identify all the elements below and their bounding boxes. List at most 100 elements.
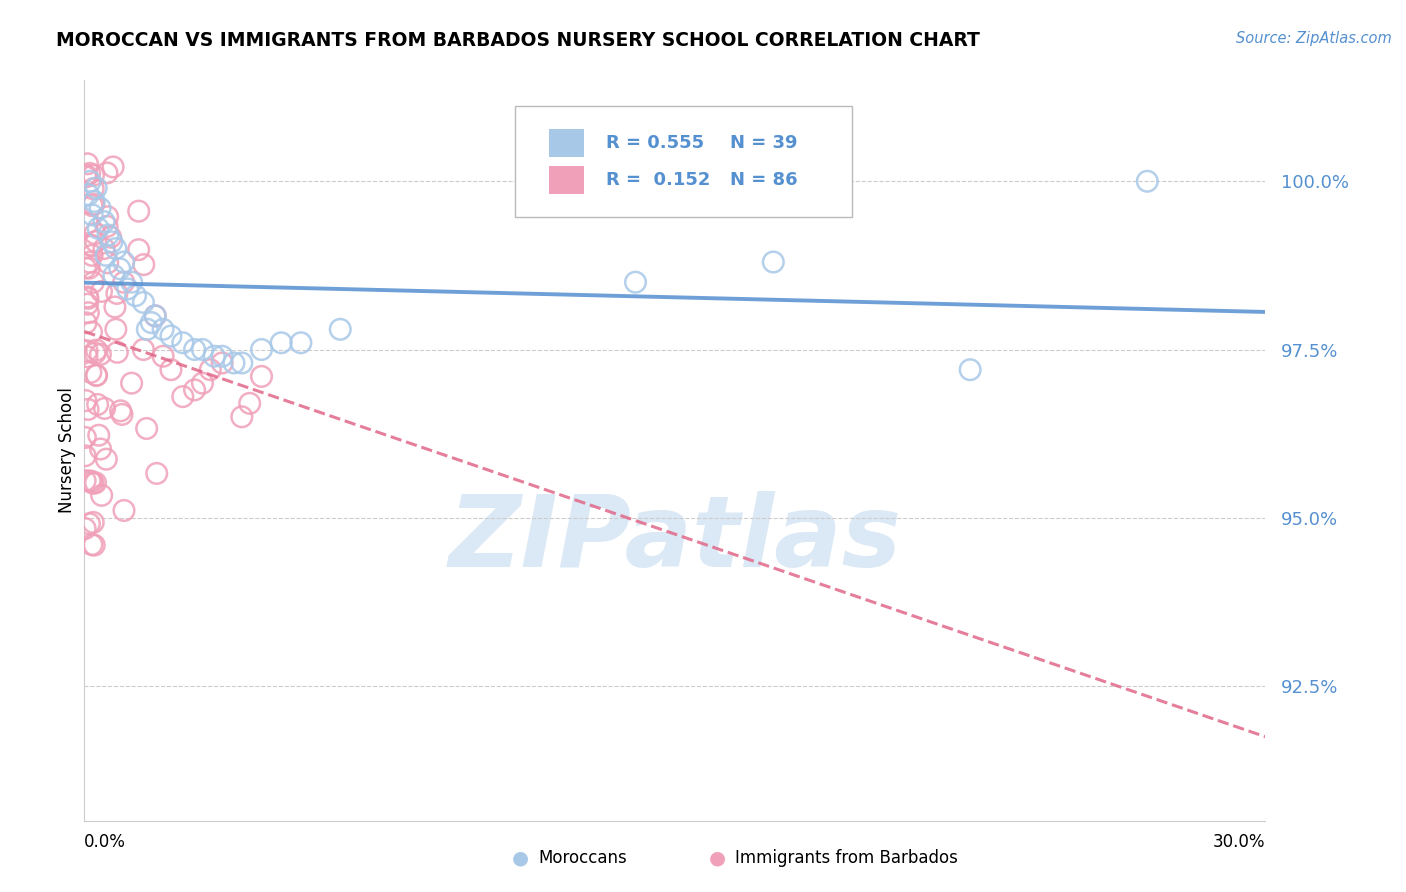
Text: Source: ZipAtlas.com: Source: ZipAtlas.com <box>1236 31 1392 46</box>
Point <box>75 169 97 184</box>
Point <box>104 300 127 314</box>
Point <box>89 201 111 215</box>
Point <box>82 239 104 253</box>
Point <box>128 243 150 257</box>
Point <box>77 306 100 320</box>
Point <box>75 474 97 488</box>
Point <box>250 369 273 384</box>
Point <box>87 221 110 235</box>
Point <box>100 230 122 244</box>
Point <box>75 168 97 182</box>
Point <box>191 376 214 391</box>
Point <box>75 260 97 275</box>
Point <box>270 335 292 350</box>
Point <box>124 288 146 302</box>
Text: 30.0%: 30.0% <box>1213 833 1265 851</box>
Point <box>93 214 115 228</box>
Point <box>97 228 120 243</box>
Point <box>75 316 97 330</box>
Text: ●: ● <box>512 848 529 867</box>
Text: N = 86: N = 86 <box>730 171 797 189</box>
Point <box>160 362 183 376</box>
Point <box>143 309 166 323</box>
Point <box>83 194 105 209</box>
Point <box>80 198 103 212</box>
Point <box>624 275 647 289</box>
Point <box>111 408 134 422</box>
Point <box>222 356 245 370</box>
Text: R =  0.152: R = 0.152 <box>606 171 710 189</box>
Point <box>83 197 105 211</box>
Point <box>97 256 120 270</box>
Point <box>231 409 253 424</box>
Point <box>77 261 100 276</box>
Point <box>202 349 225 363</box>
Point <box>96 452 118 467</box>
Point <box>79 166 101 180</box>
Point <box>75 393 97 408</box>
Point <box>145 467 167 481</box>
Y-axis label: Nursery School: Nursery School <box>58 387 76 514</box>
Point <box>250 343 273 357</box>
Point <box>90 488 112 502</box>
Point <box>104 242 127 256</box>
FancyBboxPatch shape <box>516 106 852 218</box>
Point <box>77 292 100 306</box>
Point <box>110 404 132 418</box>
FancyBboxPatch shape <box>548 166 585 194</box>
Text: N = 39: N = 39 <box>730 134 797 153</box>
Point <box>101 235 124 249</box>
Point <box>105 345 128 359</box>
Point <box>75 522 97 536</box>
Point <box>191 343 214 357</box>
Point <box>86 343 108 357</box>
Point <box>160 329 183 343</box>
Point <box>211 356 233 370</box>
Point <box>108 261 131 276</box>
Point <box>79 174 101 188</box>
Text: R = 0.555: R = 0.555 <box>606 134 704 153</box>
Point <box>231 356 253 370</box>
Point <box>152 322 174 336</box>
Point <box>117 282 139 296</box>
Point <box>128 204 150 219</box>
Point <box>200 362 222 376</box>
Point <box>135 421 157 435</box>
Point <box>93 242 115 256</box>
Point <box>82 248 104 262</box>
Point <box>143 309 166 323</box>
Point <box>183 343 205 357</box>
Point <box>80 325 103 339</box>
Point <box>82 476 104 491</box>
Point <box>76 290 98 304</box>
Point <box>239 396 262 410</box>
Point <box>82 276 104 290</box>
Point <box>82 208 104 222</box>
Point <box>136 322 159 336</box>
Point <box>112 503 135 517</box>
Point <box>172 390 194 404</box>
Point <box>132 343 155 357</box>
Point <box>84 235 107 249</box>
Point <box>183 383 205 397</box>
Point <box>1136 174 1159 188</box>
Point <box>84 227 107 241</box>
Point <box>141 316 163 330</box>
Point <box>76 343 98 358</box>
Point <box>96 219 118 234</box>
Point <box>172 335 194 350</box>
Point <box>84 346 107 360</box>
Point <box>75 430 97 444</box>
Point <box>101 160 124 174</box>
Point <box>211 349 233 363</box>
Point <box>84 181 107 195</box>
Point <box>90 442 112 456</box>
Point <box>329 322 352 336</box>
Point <box>97 210 120 224</box>
Point <box>152 349 174 363</box>
Point <box>79 238 101 252</box>
Point <box>94 248 117 262</box>
Text: 0.0%: 0.0% <box>84 833 127 851</box>
Point <box>290 335 312 350</box>
Point <box>79 255 101 269</box>
